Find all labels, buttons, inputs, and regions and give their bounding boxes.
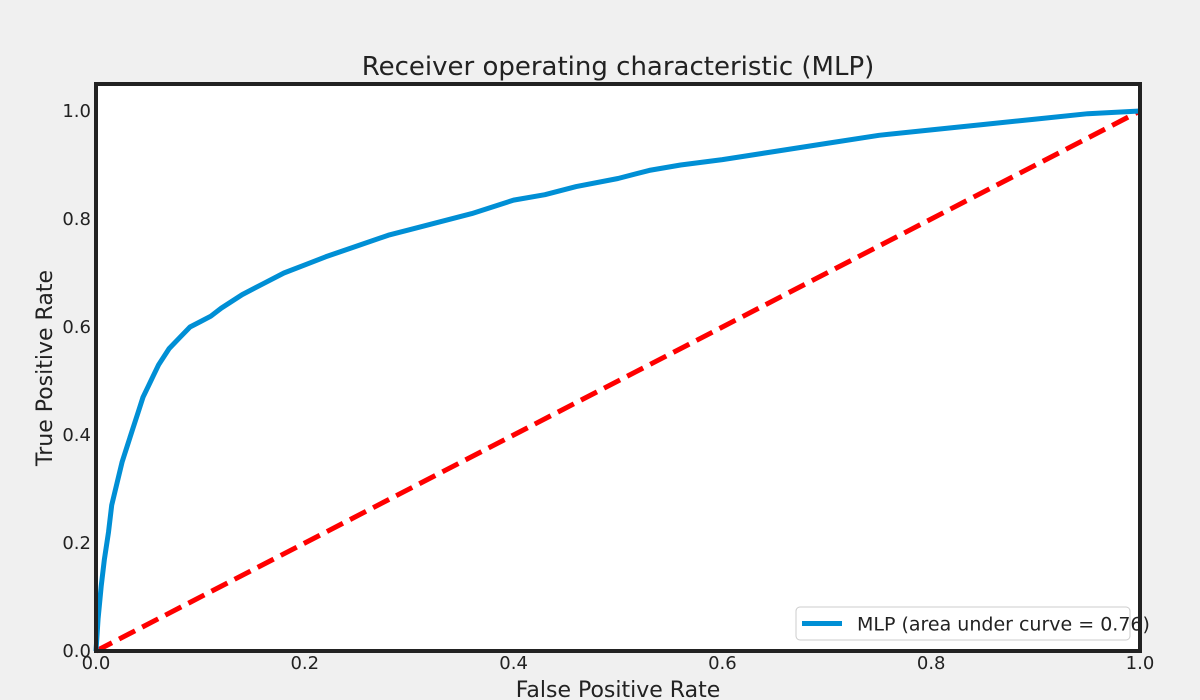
y-tick-label: 1.0 xyxy=(62,101,91,122)
y-tick-label: 0.2 xyxy=(62,533,91,554)
y-tick-label: 0.6 xyxy=(62,317,91,338)
x-tick-label: 0.4 xyxy=(499,653,528,674)
x-tick-label: 0.2 xyxy=(290,653,319,674)
legend-box xyxy=(795,606,1131,641)
legend-label-mlp: MLP (area under curve = 0.76) xyxy=(857,614,1150,636)
y-axis-label: True Positive Rate xyxy=(33,270,58,467)
tick-labels: 0.0 0.2 0.4 0.6 0.8 1.0 0.0 0.2 0.4 0.6 0.8 1.0 xyxy=(62,101,1154,674)
chance-diagonal-line xyxy=(94,108,1142,654)
chart-title: Receiver operating characteristic (MLP) xyxy=(362,52,875,82)
y-tick-label: 0.0 xyxy=(62,641,91,662)
x-tick-label: 1.0 xyxy=(1126,653,1155,674)
y-tick-label: 0.4 xyxy=(62,425,91,446)
x-tick-label: 0.8 xyxy=(917,653,946,674)
plot-frame xyxy=(94,82,1142,653)
x-tick-label: 0.6 xyxy=(708,653,737,674)
roc-curve-line xyxy=(93,108,1141,652)
x-tick-label: 0.0 xyxy=(82,653,111,674)
x-axis-label: False Positive Rate xyxy=(516,678,720,700)
y-tick-label: 0.8 xyxy=(62,209,91,230)
plot-area xyxy=(96,84,1140,651)
legend: MLP (area under curve = 0.76) xyxy=(795,606,1150,641)
series-lines xyxy=(93,108,1142,654)
